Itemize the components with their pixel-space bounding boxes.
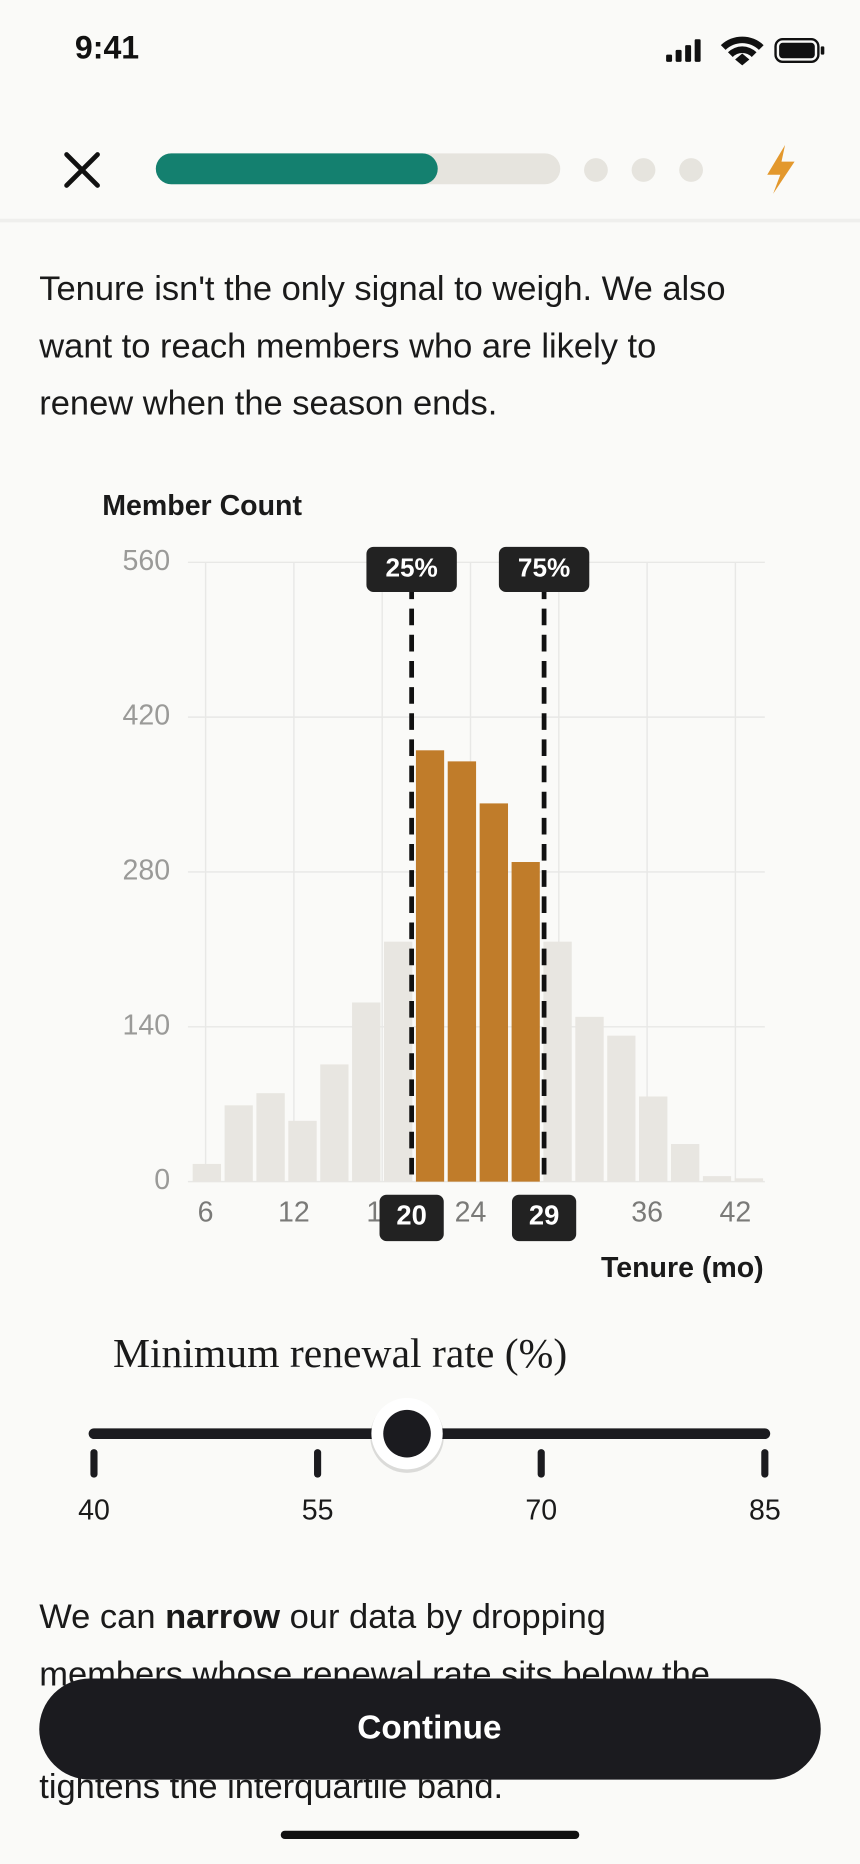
histogram-bar bbox=[192, 1163, 222, 1182]
histogram-bar bbox=[670, 1144, 700, 1182]
quartile-badge bbox=[366, 546, 457, 593]
x-tick-label: 36 bbox=[631, 1196, 663, 1228]
streak-icon[interactable] bbox=[767, 145, 795, 194]
histogram-bar bbox=[734, 1178, 764, 1182]
slider-label: Minimum renewal rate (%) bbox=[113, 1331, 567, 1377]
slider[interactable]: 40 55 70 85 bbox=[78, 1398, 781, 1527]
histogram-bar bbox=[639, 1096, 668, 1182]
histogram-bar bbox=[543, 941, 572, 1182]
intro-line: renew when the season ends. bbox=[39, 384, 497, 422]
x-tick-label: 24 bbox=[455, 1196, 487, 1228]
slider-tick-label: 40 bbox=[78, 1495, 110, 1527]
y-tick-label: 0 bbox=[154, 1164, 170, 1196]
histogram-bar bbox=[288, 1120, 317, 1182]
quartile-value: 29 bbox=[529, 1200, 559, 1231]
intro-line: Tenure isn't the only signal to weigh. W… bbox=[39, 270, 725, 308]
intro-text: Tenure isn't the only signal to weigh. W… bbox=[38, 270, 725, 422]
histogram-bar bbox=[352, 1002, 381, 1182]
continue-button[interactable] bbox=[39, 1678, 821, 1780]
y-tick-label: 560 bbox=[123, 545, 171, 577]
histogram-bar bbox=[256, 1093, 285, 1182]
x-tick-label: 42 bbox=[720, 1196, 752, 1228]
y-tick-label: 280 bbox=[123, 855, 171, 887]
y-tick-label: 140 bbox=[123, 1009, 171, 1041]
histogram-bar bbox=[511, 862, 540, 1182]
slider-thumb[interactable] bbox=[383, 1409, 431, 1458]
histogram-bar bbox=[607, 1035, 636, 1182]
histogram-bar bbox=[575, 1016, 604, 1182]
status-icons bbox=[666, 36, 825, 66]
histogram-bar bbox=[224, 1105, 253, 1182]
slider-tick-label: 55 bbox=[302, 1495, 334, 1527]
continue-label[interactable]: Continue bbox=[357, 1709, 501, 1746]
progress-dot bbox=[584, 158, 608, 182]
intro-line: want to reach members who are likely to bbox=[38, 327, 656, 365]
quartile-name: 75% bbox=[518, 552, 570, 582]
body-span: our data by dropping bbox=[280, 1598, 606, 1636]
close-button[interactable] bbox=[64, 152, 100, 188]
y-axis-label: Member Count bbox=[102, 490, 302, 522]
quartile-value-badge bbox=[379, 1194, 444, 1242]
status-time: 9:41 bbox=[75, 29, 139, 65]
histogram: Member Count Tenure (mo) 0 140 280 420 560 6 1… bbox=[102, 490, 765, 1284]
slider-tick-label: 70 bbox=[525, 1495, 557, 1527]
quartile-value: 20 bbox=[396, 1200, 426, 1231]
header-divider bbox=[0, 218, 860, 223]
histogram-bar bbox=[415, 750, 445, 1182]
histogram-bar bbox=[320, 1064, 349, 1182]
y-tick-label: 420 bbox=[123, 700, 171, 732]
x-axis-label: Tenure (mo) bbox=[601, 1252, 764, 1284]
body-text: We can narrow our data by dropping bbox=[39, 1598, 606, 1636]
x-tick-label: 12 bbox=[278, 1196, 310, 1228]
quartile-value-badge bbox=[511, 1194, 577, 1242]
histogram-bar bbox=[479, 803, 509, 1182]
quartile-badge bbox=[498, 546, 590, 593]
progress-dot bbox=[631, 158, 656, 182]
quartile-name: 25% bbox=[385, 552, 437, 582]
histogram-bar bbox=[447, 761, 477, 1182]
body-span: We can bbox=[39, 1598, 165, 1636]
body-emphasis: narrow bbox=[165, 1598, 280, 1636]
progress-dot bbox=[679, 158, 703, 182]
slider-tick-label: 85 bbox=[749, 1495, 781, 1527]
progress-fill bbox=[155, 153, 438, 185]
histogram-bar bbox=[383, 941, 413, 1182]
x-tick-label: 6 bbox=[198, 1196, 214, 1228]
histogram-bar bbox=[702, 1176, 732, 1182]
home-indicator bbox=[280, 1830, 580, 1840]
